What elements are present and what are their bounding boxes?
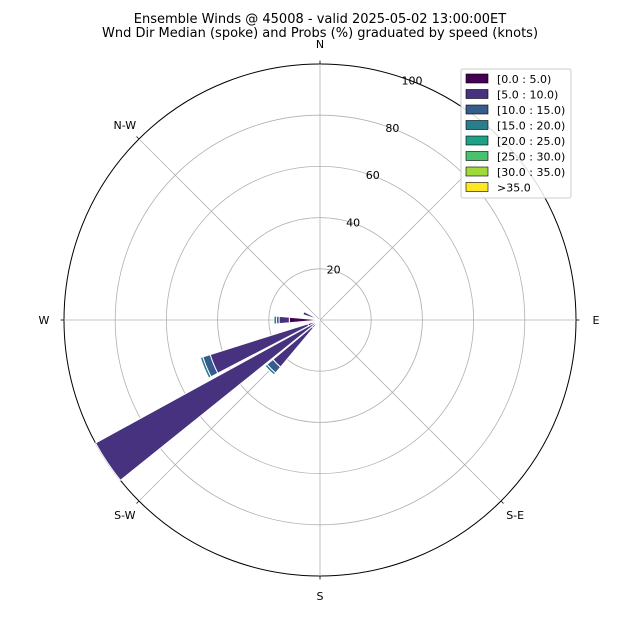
legend-swatch	[465, 182, 489, 192]
wind-bar-segment	[302, 311, 317, 320]
legend-label: [15.0 : 20.0)	[497, 120, 565, 133]
legend-swatch	[465, 120, 489, 130]
radial-tick-label: 100	[401, 74, 422, 87]
direction-label: S	[317, 590, 324, 603]
legend-swatch	[465, 166, 489, 177]
radial-tick-label: 80	[385, 122, 399, 135]
radial-tick-label: 60	[366, 169, 380, 182]
direction-label: N-W	[114, 119, 137, 132]
legend-label: [25.0 : 30.0)	[497, 151, 565, 164]
axis-labels: N E S-E S S-W W N-W 20 40 60 80 100	[39, 38, 600, 603]
legend-label: [0.0 : 5.0)	[497, 73, 551, 86]
direction-label: N	[316, 38, 324, 51]
chart-title: Ensemble Winds @ 45008 - valid 2025-05-0…	[134, 12, 506, 27]
wind-bar-segment	[273, 315, 278, 325]
legend-label: [30.0 : 35.0)	[497, 166, 565, 179]
legend-swatch	[465, 151, 489, 161]
wind-bar-segment	[264, 363, 277, 376]
legend-swatch	[465, 89, 489, 99]
angular-tick	[136, 500, 140, 504]
grid-spoke	[138, 138, 321, 321]
legend-label: [5.0 : 10.0)	[497, 89, 558, 102]
chart-subtitle: Wnd Dir Median (spoke) and Probs (%) gra…	[102, 26, 538, 41]
wind-bar-segment	[278, 315, 290, 325]
legend-swatch	[465, 73, 489, 84]
radial-tick-label: 40	[346, 216, 360, 229]
direction-label: W	[39, 314, 50, 327]
radial-tick-label: 20	[327, 264, 341, 277]
wind-bar-segment	[199, 356, 212, 379]
direction-label: E	[593, 314, 600, 327]
grid-spoke	[319, 319, 502, 502]
direction-label: S-E	[506, 509, 524, 522]
wind-bars	[94, 311, 321, 482]
wind-bar-segment	[94, 321, 317, 482]
legend-label: >35.0	[497, 182, 531, 195]
legend-swatch	[465, 104, 489, 115]
angular-tick	[500, 500, 504, 504]
legend-box	[460, 68, 572, 199]
legend-label: [10.0 : 15.0)	[497, 104, 565, 117]
direction-label: S-W	[114, 509, 136, 522]
legend-label: [20.0 : 25.0)	[497, 135, 565, 148]
legend-swatch	[465, 135, 489, 146]
angular-tick	[136, 136, 140, 140]
legend: [0.0 : 5.0) [5.0 : 10.0) [10.0 : 15.0) [15.…	[460, 68, 572, 199]
